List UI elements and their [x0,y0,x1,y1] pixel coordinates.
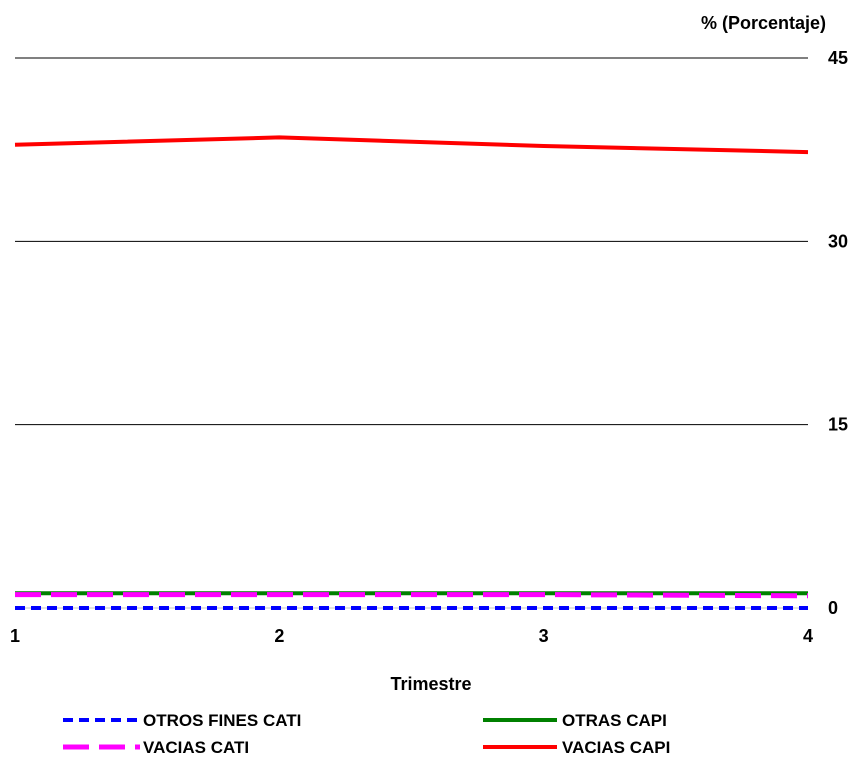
x-tick-label: 4 [803,626,813,646]
series-line-vacias-capi [14,135,809,155]
series-line-vacias-cati [15,592,809,599]
legend-label: VACIAS CATI [143,738,249,757]
y-axis-ticks: 0 15 30 45 [828,48,848,618]
y-tick-label: 30 [828,231,848,251]
legend: OTROS FINES CATI OTRAS CAPI VACIAS CATI VAC… [63,711,670,757]
series-lines [14,135,809,610]
y-tick-label: 45 [828,48,848,68]
y-axis-label: % (Porcentaje) [701,13,826,33]
y-tick-label: 15 [828,415,848,435]
legend-label: OTROS FINES CATI [143,711,301,730]
x-tick-label: 3 [539,626,549,646]
x-axis-label: Trimestre [390,674,471,694]
x-tick-label: 2 [274,626,284,646]
x-axis-ticks: 1 2 3 4 [10,626,813,646]
y-tick-label: 0 [828,598,838,618]
legend-label: OTRAS CAPI [562,711,667,730]
legend-label: VACIAS CAPI [562,738,670,757]
x-tick-label: 1 [10,626,20,646]
